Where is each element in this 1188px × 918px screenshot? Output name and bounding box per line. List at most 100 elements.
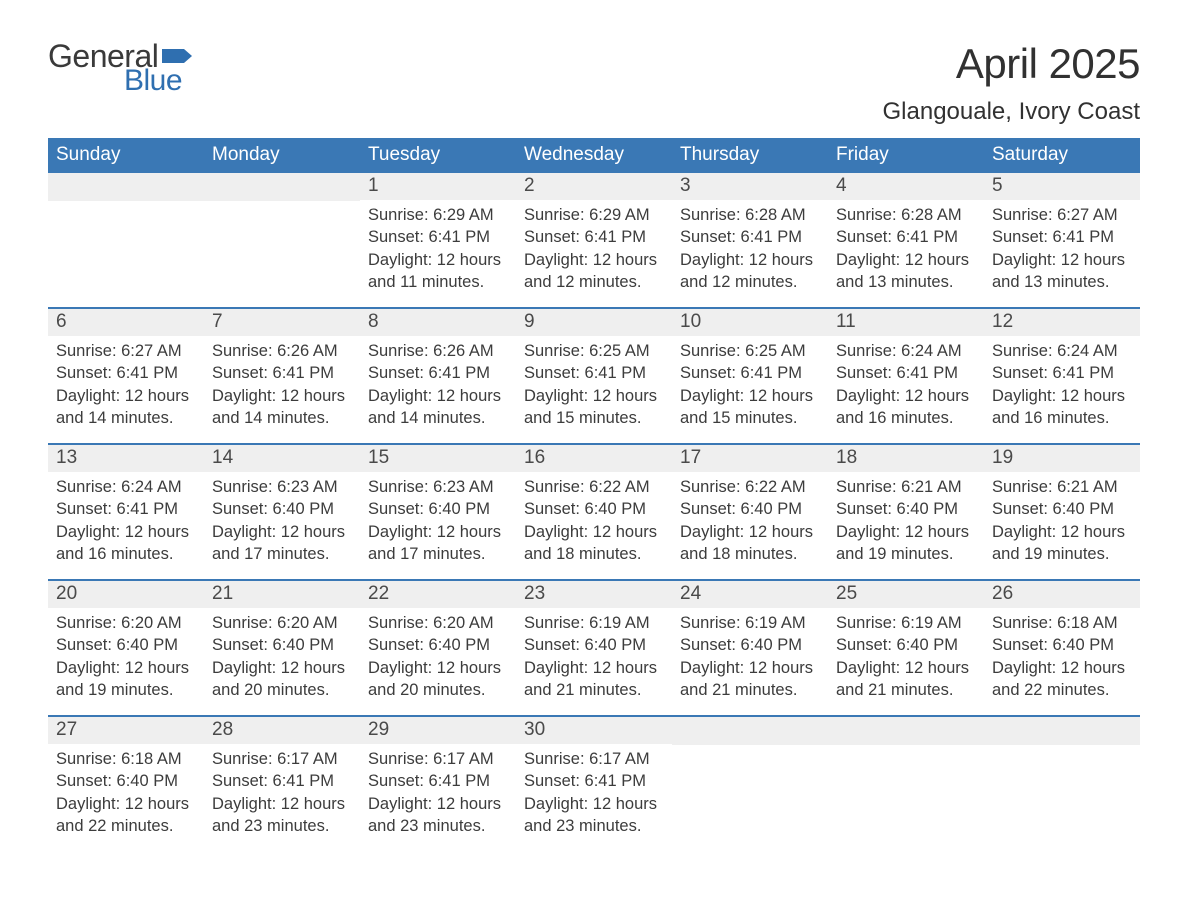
day-number-strip: 29 [360,717,516,744]
sunset-line: Sunset: 6:41 PM [992,362,1132,384]
dow-cell: Saturday [984,138,1140,173]
day-number-strip: 2 [516,173,672,200]
day-number-strip: 23 [516,581,672,608]
day-number-strip: 11 [828,309,984,336]
day-number-strip: 6 [48,309,204,336]
week-row: 1Sunrise: 6:29 AMSunset: 6:41 PMDaylight… [48,173,1140,307]
day-number: 1 [368,175,379,196]
day-number: 2 [524,175,535,196]
daylight-line: Daylight: 12 hours and 14 minutes. [212,385,352,430]
sunrise-line: Sunrise: 6:17 AM [368,748,508,770]
daylight-line: Daylight: 12 hours and 16 minutes. [836,385,976,430]
sunset-line: Sunset: 6:40 PM [56,634,196,656]
day-number: 22 [368,583,389,604]
day-body: Sunrise: 6:24 AMSunset: 6:41 PMDaylight:… [48,472,204,577]
daylight-line: Daylight: 12 hours and 23 minutes. [524,793,664,838]
day-cell: 13Sunrise: 6:24 AMSunset: 6:41 PMDayligh… [48,445,204,579]
sunset-line: Sunset: 6:41 PM [212,362,352,384]
daylight-line: Daylight: 12 hours and 16 minutes. [56,521,196,566]
day-body: Sunrise: 6:20 AMSunset: 6:40 PMDaylight:… [204,608,360,713]
day-number-strip: 22 [360,581,516,608]
day-cell: 3Sunrise: 6:28 AMSunset: 6:41 PMDaylight… [672,173,828,307]
sunrise-line: Sunrise: 6:23 AM [212,476,352,498]
sunrise-line: Sunrise: 6:25 AM [524,340,664,362]
day-number-strip [48,173,204,201]
calendar: SundayMondayTuesdayWednesdayThursdayFrid… [48,138,1140,851]
daylight-line: Daylight: 12 hours and 21 minutes. [524,657,664,702]
day-number-strip: 27 [48,717,204,744]
day-number-strip [204,173,360,201]
daylight-line: Daylight: 12 hours and 20 minutes. [212,657,352,702]
day-body: Sunrise: 6:17 AMSunset: 6:41 PMDaylight:… [360,744,516,849]
day-number-strip: 9 [516,309,672,336]
day-cell: 12Sunrise: 6:24 AMSunset: 6:41 PMDayligh… [984,309,1140,443]
daylight-line: Daylight: 12 hours and 13 minutes. [992,249,1132,294]
sunrise-line: Sunrise: 6:26 AM [368,340,508,362]
day-number: 26 [992,583,1013,604]
sunset-line: Sunset: 6:41 PM [212,770,352,792]
sunset-line: Sunset: 6:41 PM [368,362,508,384]
day-number-strip [984,717,1140,745]
day-number-strip: 26 [984,581,1140,608]
day-body: Sunrise: 6:26 AMSunset: 6:41 PMDaylight:… [204,336,360,441]
day-body: Sunrise: 6:28 AMSunset: 6:41 PMDaylight:… [672,200,828,305]
day-body: Sunrise: 6:20 AMSunset: 6:40 PMDaylight:… [360,608,516,713]
day-number: 10 [680,311,701,332]
day-cell: 9Sunrise: 6:25 AMSunset: 6:41 PMDaylight… [516,309,672,443]
day-number: 28 [212,719,233,740]
day-cell: 7 Sunrise: 6:26 AMSunset: 6:41 PMDaylight… [204,309,360,443]
daylight-line: Daylight: 12 hours and 15 minutes. [680,385,820,430]
day-number: 7 [212,311,223,332]
day-number: 8 [368,311,379,332]
day-body: Sunrise: 6:18 AMSunset: 6:40 PMDaylight:… [48,744,204,849]
day-cell: 15Sunrise: 6:23 AMSunset: 6:40 PMDayligh… [360,445,516,579]
day-number-strip: 7 [204,309,360,336]
daylight-line: Daylight: 12 hours and 23 minutes. [368,793,508,838]
day-number-strip: 14 [204,445,360,472]
day-number-strip: 18 [828,445,984,472]
day-number-strip: 30 [516,717,672,744]
day-number: 15 [368,447,389,468]
sunset-line: Sunset: 6:40 PM [836,634,976,656]
sunset-line: Sunset: 6:41 PM [680,362,820,384]
sunrise-line: Sunrise: 6:25 AM [680,340,820,362]
daylight-line: Daylight: 12 hours and 21 minutes. [836,657,976,702]
day-number: 11 [836,311,856,332]
day-cell [48,173,204,307]
sunset-line: Sunset: 6:40 PM [992,634,1132,656]
location-subtitle: Glangouale, Ivory Coast [883,98,1140,126]
sunset-line: Sunset: 6:41 PM [524,226,664,248]
sunrise-line: Sunrise: 6:26 AM [212,340,352,362]
day-number: 25 [836,583,857,604]
sunset-line: Sunset: 6:41 PM [524,362,664,384]
daylight-line: Daylight: 12 hours and 14 minutes. [368,385,508,430]
dow-cell: Monday [204,138,360,173]
day-cell: 25 Sunrise: 6:19 AMSunset: 6:40 PMDayligh… [828,581,984,715]
day-number-strip: 1 [360,173,516,200]
day-number-strip: 17 [672,445,828,472]
sunset-line: Sunset: 6:41 PM [56,362,196,384]
dow-cell: Sunday [48,138,204,173]
sunrise-line: Sunrise: 6:19 AM [680,612,820,634]
day-cell: 10 Sunrise: 6:25 AMSunset: 6:41 PMDayligh… [672,309,828,443]
day-number-strip: 8 [360,309,516,336]
day-body: Sunrise: 6:22 AMSunset: 6:40 PMDaylight:… [516,472,672,577]
day-cell: 17Sunrise: 6:22 AMSunset: 6:40 PMDayligh… [672,445,828,579]
day-cell: 18Sunrise: 6:21 AMSunset: 6:40 PMDayligh… [828,445,984,579]
day-number: 12 [992,311,1013,332]
day-number: 14 [212,447,233,468]
sunrise-line: Sunrise: 6:21 AM [836,476,976,498]
day-cell [828,717,984,851]
day-body: Sunrise: 6:28 AMSunset: 6:41 PMDaylight:… [828,200,984,305]
day-body: Sunrise: 6:19 AMSunset: 6:40 PMDaylight:… [828,608,984,713]
sunrise-line: Sunrise: 6:24 AM [836,340,976,362]
day-number-strip: 21 [204,581,360,608]
daylight-line: Daylight: 12 hours and 17 minutes. [368,521,508,566]
sunset-line: Sunset: 6:41 PM [836,226,976,248]
day-cell: 1Sunrise: 6:29 AMSunset: 6:41 PMDaylight… [360,173,516,307]
day-cell [204,173,360,307]
sunrise-line: Sunrise: 6:17 AM [212,748,352,770]
day-cell: 30Sunrise: 6:17 AMSunset: 6:41 PMDayligh… [516,717,672,851]
day-number: 21 [212,583,233,604]
sunrise-line: Sunrise: 6:27 AM [56,340,196,362]
